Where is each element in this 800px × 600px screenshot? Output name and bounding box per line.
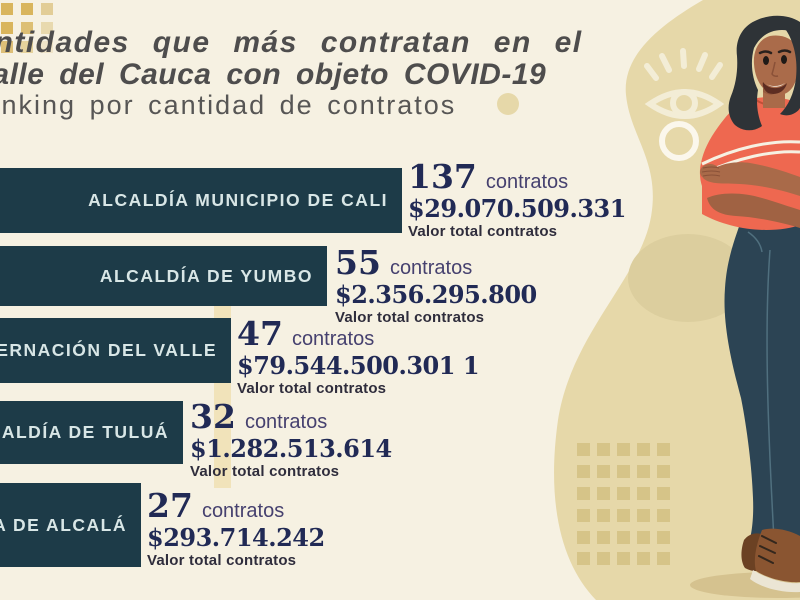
- contracts-count-tulua: 32: [190, 397, 236, 436]
- stats-yumbo: 55 contratos $2.356.295.800 Valor total …: [335, 246, 537, 326]
- total-caption-gobernacion: Valor total contratos: [237, 379, 387, 397]
- contracts-word-cali: contratos: [485, 171, 569, 193]
- bar-label-tulua: ALCALDÍA DE TULUÁ: [0, 422, 169, 442]
- bar-alcaldia-municipio-de-cali: ALCALDÍA MUNICIPIO DE CALI: [0, 168, 402, 233]
- total-caption-tulua: Valor total contratos: [190, 462, 340, 480]
- total-caption-alcala: Valor total contratos: [147, 551, 297, 569]
- white-ring: [659, 121, 699, 161]
- ground-shadow: [690, 572, 800, 598]
- contracts-count-yumbo: 55: [335, 243, 381, 282]
- contracts-word-yumbo: contratos: [389, 257, 473, 279]
- bar-label-yumbo: ALCALDÍA DE YUMBO: [99, 265, 313, 286]
- title-line-2: Valle del Cauca con objeto COVID-19: [0, 58, 547, 91]
- total-value-gobernacion: $79.544.500.301 1: [237, 351, 480, 380]
- contracts-count-gobernacion: 47: [237, 314, 283, 353]
- subtitle: Ranking por cantidad de contratos: [0, 90, 457, 120]
- blob-inner-ellipse: [628, 234, 748, 322]
- eye-icon: [644, 48, 725, 119]
- contracts-word-tulua: contratos: [244, 411, 328, 433]
- bar-label-gobernacion: GOBERNACIÓN DEL VALLE: [0, 340, 217, 360]
- stats-alcala: 27 contratos $293.714.242 Valor total co…: [147, 489, 325, 569]
- total-caption-cali: Valor total contratos: [408, 222, 558, 240]
- gold-squares-pattern: [1, 3, 53, 53]
- bar-gobernacion-del-valle: GOBERNACIÓN DEL VALLE: [0, 318, 231, 383]
- bar-alcaldia-de-alcala: ALCALDÍA DE ALCALÁ: [0, 483, 141, 567]
- tan-dot: [497, 93, 519, 115]
- total-caption-yumbo: Valor total contratos: [335, 308, 485, 326]
- bar-alcaldia-de-tulua: ALCALDÍA DE TULUÁ: [0, 401, 183, 464]
- total-value-yumbo: $2.356.295.800: [335, 280, 537, 309]
- total-value-cali: $29.070.509.331: [408, 194, 626, 223]
- contracts-count-alcala: 27: [147, 486, 193, 525]
- contracts-count-cali: 137: [408, 157, 477, 196]
- bar-alcaldia-de-yumbo: ALCALDÍA DE YUMBO: [0, 246, 327, 306]
- blob-squares-pattern: [577, 443, 670, 565]
- bar-label-cali: ALCALDÍA MUNICIPIO DE CALI: [88, 190, 388, 210]
- contracts-word-alcala: contratos: [201, 500, 285, 522]
- stats-gobernacion: 47 contratos $79.544.500.301 1 Valor tot…: [237, 314, 480, 397]
- stats-tulua: 32 contratos $1.282.513.614 Valor total …: [190, 400, 392, 480]
- title-line-1: Entidades que más contratan en el: [0, 26, 583, 59]
- stats-cali: 137 contratos $29.070.509.331 Valor tota…: [408, 160, 626, 240]
- woman-illustration: [690, 15, 800, 598]
- total-value-alcala: $293.714.242: [147, 523, 325, 552]
- total-value-tulua: $1.282.513.614: [190, 434, 392, 463]
- contracts-word-gobernacion: contratos: [291, 328, 375, 350]
- bar-label-alcala: ALCALDÍA DE ALCALÁ: [0, 514, 127, 535]
